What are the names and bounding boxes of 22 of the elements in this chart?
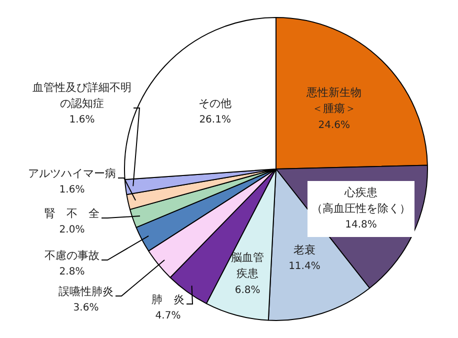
- slice-label: その他: [198, 97, 232, 110]
- data-label: 24.6%: [318, 120, 350, 131]
- slice-label: アルツハイマー病: [28, 166, 116, 180]
- slice-label: 脳血管疾患: [231, 251, 264, 280]
- slice-label: 誤嚥性肺炎: [58, 284, 114, 298]
- slice-label: 血管性及び詳細不明の認知症: [32, 80, 132, 110]
- data-label: 6.8%: [234, 284, 260, 296]
- data-label: 1.6%: [69, 114, 95, 126]
- data-label: 4.7%: [155, 310, 181, 322]
- slice-label: 心疾患（高血圧性を除く）: [311, 186, 410, 215]
- slice-label: 不慮の事故: [44, 248, 100, 262]
- data-label: 26.1%: [199, 114, 231, 126]
- data-label: 14.8%: [345, 220, 377, 231]
- data-label: 1.6%: [59, 184, 85, 196]
- data-label: 11.4%: [288, 261, 320, 272]
- data-label: 3.6%: [73, 302, 99, 314]
- data-label: 2.8%: [59, 266, 85, 278]
- slice-label: 腎 不 全: [44, 206, 100, 220]
- slice-label: 老衰: [293, 243, 316, 256]
- slice-label: 肺 炎: [152, 292, 184, 306]
- data-label: 2.0%: [59, 224, 85, 236]
- slice-label: 悪性新生物＜腫瘍＞: [306, 86, 362, 116]
